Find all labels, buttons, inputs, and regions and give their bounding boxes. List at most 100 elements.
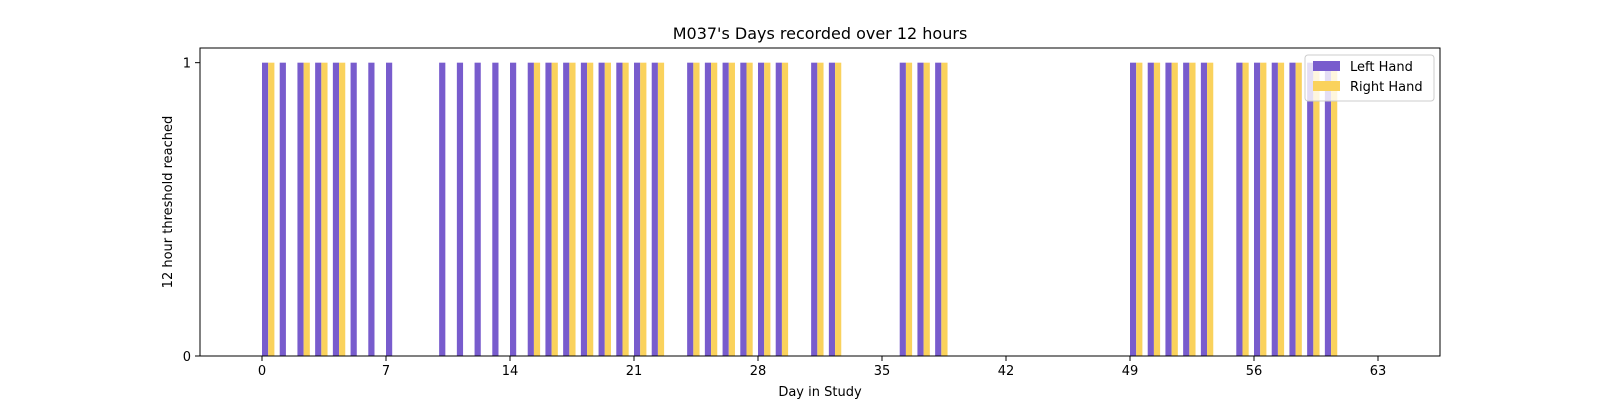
bar-right-hand-day-38 bbox=[941, 62, 948, 357]
bar-left-hand-day-1 bbox=[279, 62, 286, 357]
x-tick-label: 35 bbox=[874, 364, 891, 379]
legend-label-right-hand: Right Hand bbox=[1350, 80, 1423, 95]
x-tick-label: 49 bbox=[1122, 364, 1139, 379]
bar-left-hand-day-37 bbox=[917, 62, 924, 357]
x-axis-ticks: 0 7 14 21 28 35 42 49 56 63 bbox=[258, 356, 1386, 379]
bar-left-hand-day-4 bbox=[332, 62, 340, 357]
bar-right-hand-day-36 bbox=[905, 62, 913, 357]
bar-left-hand-day-32 bbox=[828, 62, 836, 357]
bar-right-hand-day-18 bbox=[587, 62, 594, 357]
bar-left-hand-day-60 bbox=[1324, 62, 1332, 357]
bar-right-hand-day-20 bbox=[622, 62, 629, 357]
bar-right-hand-day-57 bbox=[1277, 62, 1285, 357]
bar-right-hand-day-49 bbox=[1136, 62, 1143, 357]
bar-left-hand-day-57 bbox=[1271, 62, 1278, 357]
bar-left-hand-day-51 bbox=[1165, 62, 1172, 357]
legend: Left Hand Right Hand bbox=[1304, 54, 1435, 102]
bar-right-hand-day-59 bbox=[1313, 62, 1320, 357]
bar-left-hand-day-38 bbox=[935, 62, 942, 357]
bar-right-hand-day-27 bbox=[746, 62, 753, 357]
bar-left-hand-day-50 bbox=[1147, 62, 1154, 357]
bar-left-hand-day-20 bbox=[616, 62, 623, 357]
bar-right-hand-day-52 bbox=[1189, 62, 1196, 357]
bar-left-hand-day-29 bbox=[775, 62, 782, 357]
bar-right-hand-day-16 bbox=[551, 62, 558, 357]
x-tick-label: 42 bbox=[998, 364, 1015, 379]
bar-left-hand-day-56 bbox=[1254, 62, 1261, 357]
plot-area-frame bbox=[199, 47, 1441, 357]
bar-left-hand-day-2 bbox=[297, 62, 304, 357]
bar-right-hand-day-26 bbox=[728, 62, 735, 357]
bar-left-hand-day-17 bbox=[563, 62, 570, 357]
bar-right-hand-day-3 bbox=[321, 62, 328, 357]
bar-left-hand-day-52 bbox=[1183, 62, 1190, 357]
bar-right-hand-day-17 bbox=[569, 62, 576, 357]
bar-left-hand-day-11 bbox=[456, 62, 464, 357]
bar-right-hand-day-31 bbox=[817, 62, 824, 357]
bar-left-hand-day-53 bbox=[1200, 62, 1208, 357]
bar-left-hand-day-22 bbox=[651, 62, 658, 357]
x-tick-label: 63 bbox=[1370, 364, 1387, 379]
bar-right-hand-day-21 bbox=[640, 62, 647, 357]
bar-left-hand-day-6 bbox=[368, 62, 375, 357]
bar-left-hand-day-3 bbox=[315, 62, 322, 357]
bar-left-hand-day-25 bbox=[704, 62, 712, 357]
bar-left-hand-day-21 bbox=[634, 62, 641, 357]
legend-label-left-hand: Left Hand bbox=[1350, 60, 1413, 75]
x-tick-label: 14 bbox=[502, 364, 519, 379]
bar-left-hand-day-31 bbox=[811, 62, 818, 357]
bar-right-hand-day-25 bbox=[711, 62, 718, 357]
bar-left-hand-day-27 bbox=[740, 62, 747, 357]
x-tick-label: 56 bbox=[1246, 364, 1263, 379]
bar-left-hand-day-49 bbox=[1130, 62, 1137, 357]
bar-left-hand-day-58 bbox=[1289, 62, 1296, 357]
bar-left-hand-day-10 bbox=[439, 62, 446, 357]
y-axis-label: 12 hour threshold reached bbox=[161, 116, 176, 289]
bar-left-hand-day-55 bbox=[1236, 62, 1243, 357]
bar-left-hand-day-19 bbox=[598, 62, 605, 357]
bar-left-hand-day-13 bbox=[492, 62, 499, 357]
bar-left-hand-day-28 bbox=[758, 62, 765, 357]
bar-left-hand-day-5 bbox=[350, 62, 357, 357]
y-tick-label: 1 bbox=[183, 57, 191, 72]
bar-left-hand-day-14 bbox=[510, 62, 517, 357]
legend-swatch-right-hand bbox=[1313, 81, 1340, 91]
x-tick-label: 0 bbox=[258, 364, 266, 379]
legend-swatch-left-hand bbox=[1313, 61, 1340, 71]
bar-right-hand-day-37 bbox=[923, 62, 930, 357]
bar-right-hand-day-58 bbox=[1295, 62, 1302, 357]
bar-left-hand-day-15 bbox=[527, 62, 534, 357]
bar-right-hand-day-55 bbox=[1242, 62, 1249, 357]
bar-left-hand-day-16 bbox=[545, 62, 552, 357]
bar-left-hand-day-24 bbox=[687, 62, 694, 357]
bar-right-hand-day-15 bbox=[533, 62, 541, 357]
bar-right-hand-day-0 bbox=[268, 62, 275, 357]
bar-right-hand-day-56 bbox=[1260, 62, 1267, 357]
bar-right-hand-day-19 bbox=[604, 62, 611, 357]
bar-left-hand-day-12 bbox=[474, 62, 481, 357]
bar-right-hand-day-60 bbox=[1331, 62, 1338, 357]
y-tick-label: 0 bbox=[183, 350, 191, 365]
bar-right-hand-day-32 bbox=[835, 62, 842, 357]
bar-right-hand-day-2 bbox=[303, 62, 310, 357]
bar-right-hand-day-28 bbox=[764, 62, 771, 357]
bar-right-hand-day-51 bbox=[1171, 62, 1178, 357]
bar-left-hand-day-18 bbox=[580, 62, 588, 357]
bar-left-hand-day-59 bbox=[1307, 62, 1314, 357]
bar-right-hand-day-4 bbox=[339, 62, 346, 357]
bar-right-hand-day-29 bbox=[781, 62, 789, 357]
bar-right-hand-day-50 bbox=[1153, 62, 1161, 357]
x-tick-label: 21 bbox=[626, 364, 643, 379]
bar-left-hand-day-0 bbox=[262, 62, 269, 357]
bars-layer bbox=[262, 62, 1338, 357]
bar-left-hand-day-7 bbox=[386, 62, 393, 357]
bar-right-hand-day-24 bbox=[693, 62, 700, 357]
chart-title: M037's Days recorded over 12 hours bbox=[673, 24, 968, 43]
bar-left-hand-day-36 bbox=[899, 62, 906, 357]
bar-left-hand-day-26 bbox=[722, 62, 729, 357]
bar-right-hand-day-53 bbox=[1207, 62, 1214, 357]
x-axis-label: Day in Study bbox=[778, 385, 862, 400]
x-tick-label: 28 bbox=[750, 364, 767, 379]
